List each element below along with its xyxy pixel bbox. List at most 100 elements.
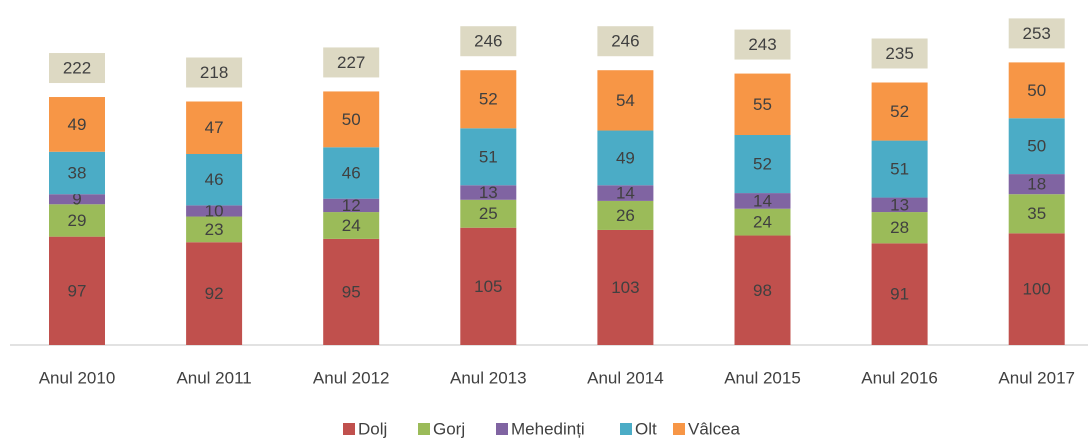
data-label: 100 (1023, 280, 1051, 299)
bar-segment (1008, 233, 1065, 345)
data-label: 50 (1027, 81, 1046, 100)
x-tick-label: Anul 2016 (861, 368, 938, 387)
legend-swatch (620, 423, 632, 435)
bar-segment (1008, 62, 1065, 119)
legend-label: Mehedinți (511, 419, 585, 438)
total-label: 246 (611, 32, 639, 51)
data-label: 54 (616, 91, 635, 110)
bar-segment (186, 242, 243, 345)
bar-segment (734, 235, 791, 345)
bar-segment (186, 101, 243, 154)
total-label: 222 (63, 59, 91, 78)
data-label: 105 (474, 277, 502, 296)
bar-segment (734, 208, 791, 236)
bar-segment (323, 238, 380, 345)
legend-swatch (343, 423, 355, 435)
bar-segment (460, 70, 517, 129)
data-label: 98 (753, 281, 772, 300)
total-box (734, 29, 791, 60)
bar-segment (186, 205, 243, 217)
x-tick-label: Anul 2013 (450, 368, 527, 387)
data-label: 51 (890, 160, 909, 179)
data-label: 10 (205, 201, 224, 220)
x-tick-label: Anul 2010 (39, 368, 116, 387)
data-label: 23 (205, 220, 224, 239)
data-label: 13 (890, 195, 909, 214)
data-label: 28 (890, 218, 909, 237)
total-box (1008, 18, 1065, 49)
legend-swatch (673, 423, 685, 435)
legend-label: Olt (635, 419, 657, 438)
data-label: 26 (616, 206, 635, 225)
bar-segment (460, 199, 517, 228)
bar-segment (597, 130, 654, 186)
bar-segment (49, 204, 105, 237)
legend-swatch (418, 423, 430, 435)
bar-segment (1008, 174, 1065, 195)
data-label: 103 (611, 278, 639, 297)
data-label: 52 (479, 90, 498, 109)
x-tick-label: Anul 2015 (724, 368, 801, 387)
bar-segment (323, 198, 380, 213)
bar-segment (871, 197, 928, 213)
bar-segment (186, 216, 243, 243)
data-label: 50 (342, 110, 361, 129)
bar-segment (460, 185, 517, 200)
bar-segment (597, 70, 654, 131)
bar-segment (49, 97, 105, 152)
bar-segment (597, 185, 654, 201)
total-box (186, 57, 243, 88)
bar-segment (49, 194, 105, 205)
x-tick-label: Anul 2014 (587, 368, 664, 387)
bar-segment (734, 193, 791, 209)
data-label: 13 (479, 183, 498, 202)
data-label: 52 (890, 102, 909, 121)
data-label: 47 (205, 118, 224, 137)
x-tick-label: Anul 2011 (176, 368, 251, 387)
data-label: 12 (342, 196, 361, 215)
bar-segment (323, 147, 380, 199)
total-label: 218 (200, 63, 228, 82)
bar-segment (460, 128, 517, 186)
data-label: 49 (68, 115, 87, 134)
bar-segment (1008, 118, 1065, 175)
bar-segment (597, 200, 654, 230)
bar-segment (460, 227, 517, 345)
data-label: 49 (616, 148, 635, 167)
total-label: 227 (337, 53, 365, 72)
legend-label: Gorj (433, 419, 465, 438)
data-label: 95 (342, 282, 361, 301)
data-label: 18 (1027, 175, 1046, 194)
data-label: 55 (753, 95, 772, 114)
bar-segment (734, 73, 791, 136)
total-label: 235 (885, 44, 913, 63)
total-box (323, 47, 380, 78)
data-label: 92 (205, 284, 224, 303)
data-label: 46 (342, 163, 361, 182)
data-label: 46 (205, 170, 224, 189)
legend-label: Vâlcea (688, 419, 741, 438)
total-box (460, 26, 517, 57)
bar-segment (871, 140, 928, 198)
data-label: 24 (342, 216, 361, 235)
data-label: 38 (68, 163, 87, 182)
legend-label: Dolj (358, 419, 387, 438)
data-label: 52 (753, 155, 772, 174)
bar-segment (323, 212, 380, 239)
bar-segment (1008, 194, 1065, 234)
bar-segment (871, 212, 928, 244)
bar-segment (49, 236, 105, 345)
total-box (49, 53, 105, 84)
bar-segment (597, 229, 654, 345)
total-label: 253 (1023, 24, 1051, 43)
bar-segment (871, 82, 928, 141)
data-label: 24 (753, 213, 772, 232)
data-label: 9 (72, 190, 81, 209)
bar-segment (734, 135, 791, 194)
total-box (871, 38, 928, 69)
total-box (597, 26, 654, 57)
bar-segment (186, 153, 243, 206)
data-label: 29 (68, 211, 87, 230)
data-label: 50 (1027, 137, 1046, 156)
